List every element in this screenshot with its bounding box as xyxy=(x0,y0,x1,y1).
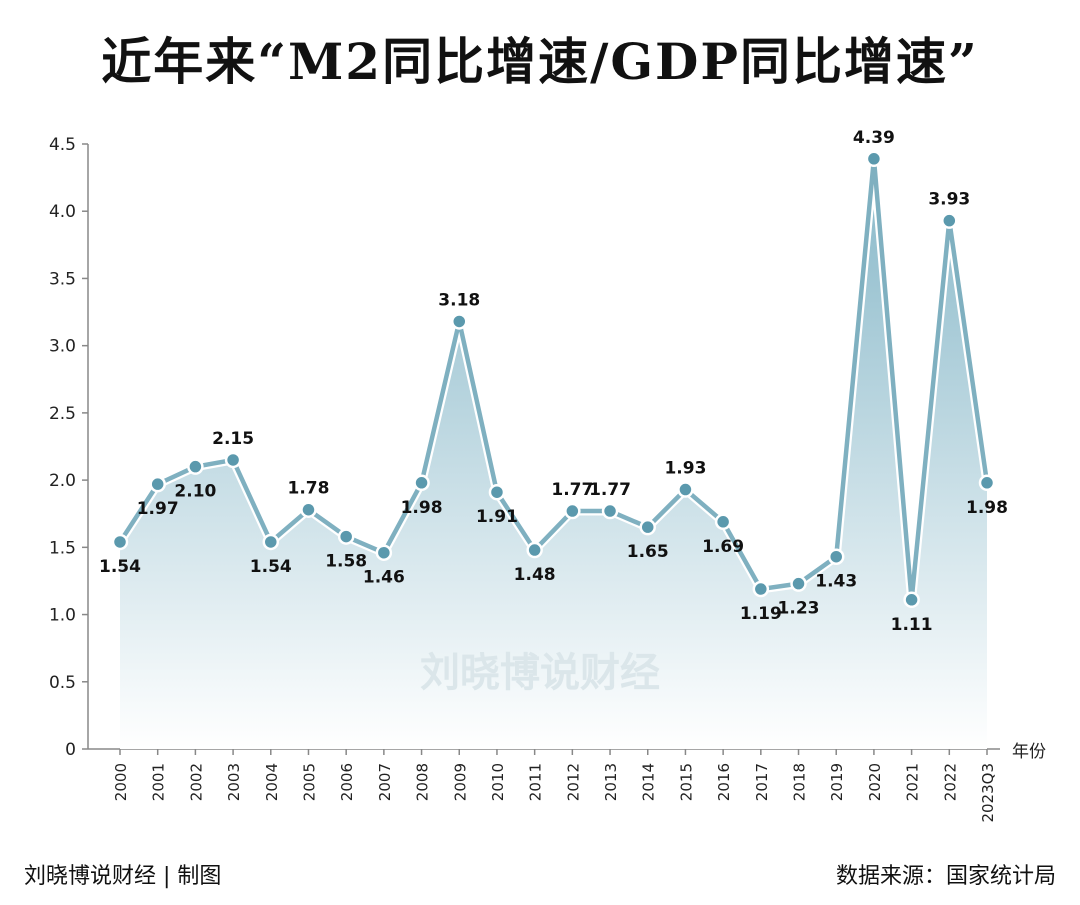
data-point xyxy=(978,474,996,492)
x-tick-label: 2007 xyxy=(376,763,394,801)
data-point xyxy=(790,575,807,592)
x-tick-label: 2013 xyxy=(602,763,620,801)
data-point xyxy=(714,513,732,531)
data-label: 1.23 xyxy=(778,599,820,619)
x-tick-label: 2010 xyxy=(489,763,507,801)
x-tick-label: 2017 xyxy=(753,763,771,801)
data-point xyxy=(187,458,204,475)
data-label: 1.77 xyxy=(551,480,593,500)
y-tick-label: 0 xyxy=(65,740,76,760)
data-point xyxy=(865,150,883,168)
data-point xyxy=(677,481,694,498)
data-point xyxy=(601,502,619,520)
y-tick-label: 4.0 xyxy=(49,202,76,222)
y-tick-label: 2.0 xyxy=(49,471,76,491)
data-label: 1.98 xyxy=(401,498,443,518)
data-label: 1.78 xyxy=(288,479,330,499)
x-tick-label: 2008 xyxy=(414,763,432,801)
x-tick-label: 2023Q3 xyxy=(979,763,997,823)
data-label: 1.77 xyxy=(589,480,631,500)
x-tick-label: 2005 xyxy=(300,763,318,801)
data-point xyxy=(413,474,430,492)
data-label: 1.97 xyxy=(137,499,179,519)
x-tick-label: 2018 xyxy=(791,763,809,801)
data-point xyxy=(300,501,317,518)
data-label: 1.19 xyxy=(740,604,782,624)
x-tick-label: 2012 xyxy=(564,763,582,801)
chart-title: 近年来“M2同比增速/GDP同比增速” xyxy=(101,32,979,91)
data-point xyxy=(224,451,242,469)
data-label: 1.58 xyxy=(325,552,367,572)
data-point xyxy=(903,591,920,609)
data-point xyxy=(941,212,958,229)
x-tick-label: 2001 xyxy=(150,763,168,801)
data-label: 1.54 xyxy=(99,557,141,577)
data-point xyxy=(451,313,468,330)
x-tick-label: 2009 xyxy=(451,763,469,801)
data-label: 1.65 xyxy=(627,542,669,562)
data-label: 1.11 xyxy=(891,615,933,635)
y-tick-label: 1.5 xyxy=(49,538,76,558)
y-tick-label: 3.0 xyxy=(49,337,76,357)
y-tick-label: 0.5 xyxy=(49,673,76,693)
data-point xyxy=(752,580,770,598)
x-tick-label: 2015 xyxy=(677,763,695,801)
x-axis-label: 年份 xyxy=(1012,742,1046,762)
x-tick-label: 2019 xyxy=(828,763,846,801)
data-label: 3.18 xyxy=(438,290,480,310)
x-tick-label: 2021 xyxy=(904,763,922,801)
y-tick-label: 1.0 xyxy=(49,606,76,626)
footer-source: 数据来源：国家统计局 xyxy=(835,864,1056,889)
watermark: 刘晓博说财经 xyxy=(420,650,660,696)
data-point xyxy=(526,541,543,559)
data-point xyxy=(639,518,656,536)
data-point xyxy=(564,502,581,520)
data-label: 1.98 xyxy=(966,498,1008,518)
data-label: 1.46 xyxy=(363,568,405,588)
x-tick-label: 2002 xyxy=(187,763,205,801)
x-tick-label: 2006 xyxy=(338,763,356,801)
data-label: 1.54 xyxy=(250,557,292,577)
y-tick-label: 4.5 xyxy=(49,135,76,155)
footer-credit: 刘晓博说财经 | 制图 xyxy=(24,864,222,889)
data-point xyxy=(262,533,280,551)
data-label: 1.93 xyxy=(664,459,706,479)
data-point xyxy=(375,544,393,561)
data-point xyxy=(111,533,129,551)
data-label: 2.15 xyxy=(212,429,254,449)
data-label: 1.48 xyxy=(514,565,556,585)
data-label: 2.10 xyxy=(174,482,216,502)
x-tick-label: 2000 xyxy=(112,763,130,801)
series-area xyxy=(120,158,987,750)
x-tick-label: 2016 xyxy=(715,763,733,801)
x-tick-label: 2014 xyxy=(640,763,658,801)
data-label: 3.93 xyxy=(928,190,970,210)
y-tick-label: 3.5 xyxy=(49,269,76,289)
x-tick-label: 2022 xyxy=(941,763,959,801)
x-tick-label: 2004 xyxy=(263,763,281,801)
data-point xyxy=(337,528,355,545)
data-point xyxy=(149,475,166,493)
data-label: 4.39 xyxy=(853,128,895,148)
series-line xyxy=(118,156,990,603)
data-label: 1.91 xyxy=(476,507,518,527)
data-point xyxy=(488,483,506,501)
data-label: 1.69 xyxy=(702,537,744,557)
x-tick-label: 2020 xyxy=(866,763,884,801)
data-label: 1.43 xyxy=(815,572,857,592)
x-tick-label: 2011 xyxy=(527,763,545,801)
x-tick-label: 2003 xyxy=(225,763,243,801)
data-point xyxy=(827,548,845,565)
y-tick-label: 2.5 xyxy=(49,404,76,424)
